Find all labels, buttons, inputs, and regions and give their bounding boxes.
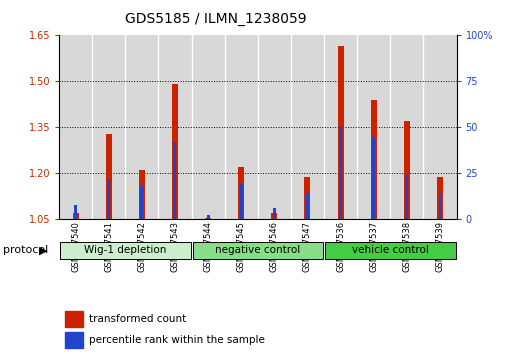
Bar (205, 218, 211, 219)
Bar (125, 35, 159, 219)
Text: GDS5185 / ILMN_1238059: GDS5185 / ILMN_1238059 (125, 12, 306, 27)
Bar (306, 193, 309, 219)
Text: protocol: protocol (3, 245, 48, 255)
Bar (305, 177, 310, 219)
Bar (357, 35, 390, 219)
Bar (207, 215, 210, 219)
Bar (324, 35, 357, 219)
Text: Wig-1 depletion: Wig-1 depletion (84, 245, 166, 255)
Bar (339, 126, 342, 219)
Bar (291, 35, 324, 219)
Bar (107, 179, 110, 219)
Bar (159, 35, 191, 219)
Bar (271, 213, 278, 219)
FancyBboxPatch shape (325, 242, 456, 259)
Bar (225, 35, 258, 219)
Bar (405, 175, 408, 219)
Text: transformed count: transformed count (89, 314, 186, 324)
FancyBboxPatch shape (60, 242, 190, 259)
Bar (273, 207, 276, 219)
Bar (423, 35, 457, 219)
Text: vehicle control: vehicle control (352, 245, 429, 255)
Bar (72, 213, 78, 219)
Bar (390, 35, 423, 219)
Bar (338, 46, 344, 219)
Bar (372, 137, 375, 219)
Bar (404, 121, 410, 219)
Bar (59, 35, 92, 219)
Bar (74, 205, 77, 219)
Bar (173, 142, 176, 219)
Text: ▶: ▶ (38, 245, 47, 255)
Bar (240, 184, 243, 219)
Bar (439, 193, 442, 219)
FancyBboxPatch shape (192, 242, 323, 259)
Text: percentile rank within the sample: percentile rank within the sample (89, 335, 265, 345)
Bar (141, 186, 143, 219)
Bar (172, 85, 178, 219)
Bar (191, 35, 225, 219)
Bar (437, 177, 443, 219)
Text: negative control: negative control (215, 245, 301, 255)
Bar (65, 332, 83, 348)
Bar (106, 133, 112, 219)
Bar (65, 311, 83, 327)
Bar (371, 100, 377, 219)
Bar (238, 167, 244, 219)
Bar (139, 170, 145, 219)
Bar (92, 35, 125, 219)
Bar (258, 35, 291, 219)
